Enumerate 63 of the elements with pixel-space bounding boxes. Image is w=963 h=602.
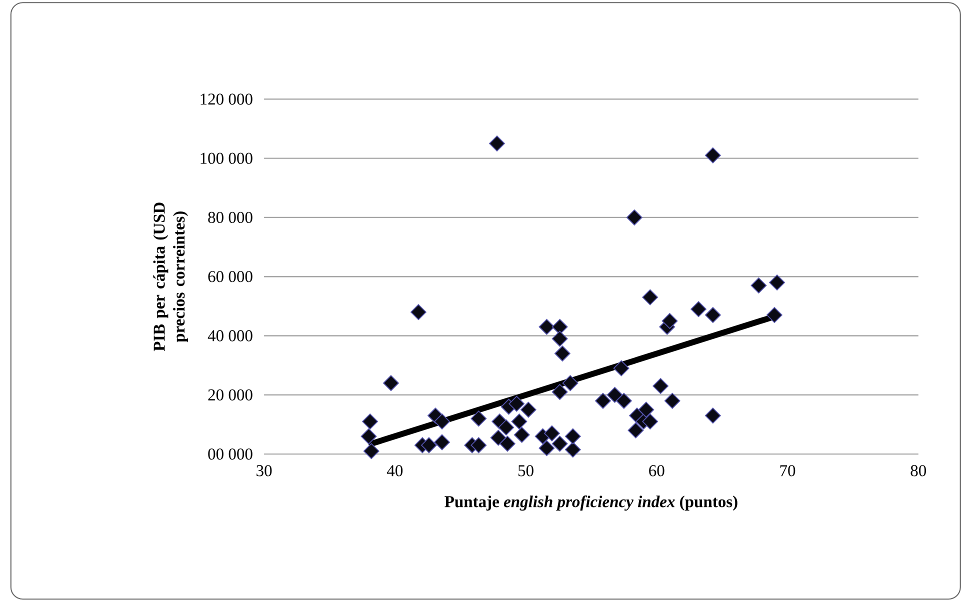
y-tick-label: 60 000 — [208, 271, 252, 282]
point — [690, 301, 706, 318]
point — [704, 307, 721, 324]
y-tick-label: 120 000 — [200, 94, 252, 105]
point — [642, 414, 658, 430]
y-tick-label: 80 000 — [208, 212, 252, 224]
point — [360, 428, 377, 444]
point — [538, 319, 555, 335]
point — [508, 396, 525, 412]
point — [520, 402, 536, 418]
point — [595, 392, 611, 409]
point — [616, 392, 632, 409]
x-tick-label: 40 — [386, 465, 403, 476]
point — [554, 346, 570, 362]
point — [434, 434, 450, 450]
point — [626, 210, 642, 226]
point — [500, 436, 516, 452]
point — [769, 274, 785, 291]
point — [704, 148, 721, 164]
point — [498, 420, 514, 436]
point — [564, 428, 581, 444]
point — [511, 414, 528, 430]
point — [363, 443, 380, 460]
point — [552, 330, 568, 347]
point — [514, 427, 530, 443]
point — [704, 408, 721, 424]
point — [564, 442, 581, 458]
x-tick-label: 70 — [780, 465, 796, 476]
x-tick-label: 60 — [649, 465, 664, 476]
point — [664, 392, 680, 409]
point — [562, 375, 578, 392]
point — [638, 402, 654, 418]
point — [613, 360, 630, 376]
point — [362, 414, 378, 430]
point — [552, 384, 568, 400]
point — [552, 319, 568, 335]
x-axis-title: Puntaje english proficiency index (puntos) — [444, 496, 738, 511]
y-tick-label: 00 000 — [208, 448, 252, 460]
y-tick-label: 40 000 — [208, 330, 252, 342]
point — [538, 440, 555, 456]
point — [544, 426, 560, 442]
y-tick-label: 100 000 — [200, 152, 252, 164]
point — [434, 414, 450, 430]
point — [628, 422, 644, 438]
point — [410, 304, 426, 320]
y-tick-label: 20 000 — [208, 389, 252, 401]
point — [490, 430, 506, 446]
point — [489, 136, 505, 152]
y-axis-title: PIB per cápita (USD precios correintes) — [153, 202, 188, 352]
x-tick-label: 80 — [910, 465, 926, 476]
point — [750, 278, 767, 294]
point — [383, 375, 399, 392]
point — [552, 436, 568, 452]
x-tick-label: 50 — [518, 465, 534, 476]
point — [642, 289, 658, 306]
point — [606, 387, 623, 403]
point — [470, 410, 487, 427]
point — [470, 437, 487, 454]
point — [421, 437, 437, 454]
point — [662, 313, 678, 330]
x-tick-label: 30 — [256, 465, 272, 476]
point — [766, 307, 782, 324]
point — [652, 378, 669, 394]
